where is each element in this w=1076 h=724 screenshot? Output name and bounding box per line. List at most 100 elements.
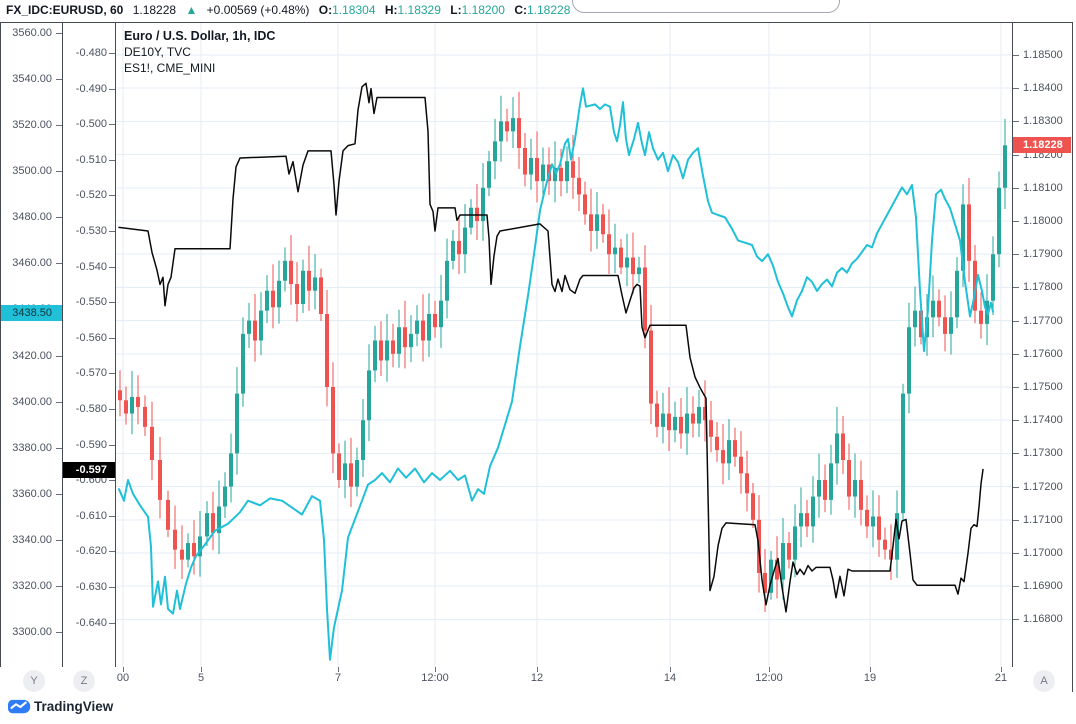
candle-body xyxy=(949,317,953,334)
tradingview-logo-icon[interactable] xyxy=(8,699,31,715)
candle-body xyxy=(745,473,749,494)
candle-body xyxy=(901,393,905,514)
candle-body xyxy=(601,214,605,235)
legend-es1[interactable]: ES1!, CME_MINI xyxy=(124,61,216,75)
last-price: 1.18228 xyxy=(132,3,177,17)
candle-body xyxy=(523,147,527,175)
candle-body xyxy=(463,227,467,255)
de10y-axis-label: -0.590 xyxy=(75,438,107,451)
candle-body xyxy=(421,320,425,341)
fx-axis-label: 1.17600 xyxy=(1023,347,1063,360)
candle-body xyxy=(198,536,202,557)
es-last-price-tag: 3438.50 xyxy=(1,305,62,321)
time-axis-tick xyxy=(870,667,871,672)
time-scale[interactable]: 00 5 7 12:00 12 14 12:00 19 21 xyxy=(0,667,1072,692)
axis-tick xyxy=(1013,121,1019,122)
candle-body xyxy=(829,463,833,500)
de10y-price-scale[interactable]: -0.480 -0.490 -0.500 -0.510 -0.520 -0.530 -0.5… xyxy=(63,0,115,692)
candle-body xyxy=(763,572,767,593)
candle-body xyxy=(955,270,959,318)
candle-body xyxy=(583,194,587,215)
axis-tick xyxy=(109,267,115,268)
legend-de10y[interactable]: DE10Y, TVC xyxy=(124,45,191,59)
axis-tick xyxy=(109,302,115,303)
de10y-axis-label: -0.560 xyxy=(75,331,107,344)
candle-body xyxy=(997,187,1001,255)
low-value: 1.18200 xyxy=(461,3,505,17)
time-axis-label: 12:00 xyxy=(421,672,449,684)
candle-body xyxy=(613,247,617,255)
axis-tick xyxy=(109,231,115,232)
fx-axis-label: 1.17000 xyxy=(1023,547,1063,559)
axis-tick xyxy=(109,623,115,624)
time-axis-label: 21 xyxy=(994,672,1008,684)
candle-body xyxy=(589,214,593,231)
candle-body xyxy=(673,416,677,431)
candle-body xyxy=(841,433,845,461)
candle-body xyxy=(715,436,719,451)
es-price-scale[interactable]: 3560.00 3540.00 3520.00 3500.00 3480.00 3460.… xyxy=(0,0,62,692)
axis-tick xyxy=(109,53,115,54)
time-axis-tick xyxy=(537,667,538,672)
symbol-info-bar: FX_IDC:EURUSD, 60 1.18228 ▲ +0.00569 (+0… xyxy=(0,0,1076,22)
axis-tick xyxy=(1013,453,1019,454)
eurusd-price-scale[interactable]: 1.18500 1.18400 1.18300 1.18200 1.18100 1.180… xyxy=(1013,0,1072,692)
es-axis-label: 3560.00 xyxy=(12,27,52,39)
fx-axis-label: 1.18100 xyxy=(1023,181,1063,194)
fx-axis-label: 1.17800 xyxy=(1023,281,1063,294)
axis-tick xyxy=(109,338,115,339)
candle-body xyxy=(619,247,623,268)
candle-body xyxy=(307,270,311,291)
axis-tick xyxy=(1013,586,1019,587)
candle-body xyxy=(727,440,731,464)
axis-tick xyxy=(1013,188,1019,189)
time-axis-label: 12:00 xyxy=(755,672,783,684)
candle-body xyxy=(271,290,275,308)
axis-tick xyxy=(1013,420,1019,421)
candle-body xyxy=(150,426,154,461)
axis-tick xyxy=(1013,221,1019,222)
search-input[interactable] xyxy=(572,0,840,13)
candle-body xyxy=(136,396,140,407)
candle-body xyxy=(192,543,196,557)
chart-top-border xyxy=(0,22,1072,23)
candle-body xyxy=(211,513,215,534)
candle-body xyxy=(130,396,134,414)
de-axis-border xyxy=(115,22,116,693)
axis-tick xyxy=(56,402,62,403)
candle-body xyxy=(481,187,485,221)
candle-body xyxy=(493,141,497,162)
de-scale-mode-button[interactable]: Z xyxy=(73,670,95,692)
candle-body xyxy=(409,333,413,348)
left-edge-border xyxy=(0,22,1,693)
candle-body xyxy=(973,260,977,311)
es-axis-label: 3400.00 xyxy=(12,395,52,408)
de10y-axis-label: -0.610 xyxy=(75,509,107,522)
time-axis-label: 12 xyxy=(530,672,544,684)
de10y-axis-label: -0.570 xyxy=(75,367,107,380)
tradingview-logo-text[interactable]: TradingView xyxy=(34,699,114,714)
candle-body xyxy=(289,260,293,285)
chart-plot-area[interactable] xyxy=(116,23,1012,667)
candle-body xyxy=(991,254,995,301)
axis-tick xyxy=(109,409,115,410)
fx-axis-label: 1.18500 xyxy=(1023,49,1063,61)
fx-scale-mode-button[interactable]: A xyxy=(1033,670,1055,692)
price-change: +0.00569 (+0.48%) xyxy=(206,3,310,17)
axis-tick xyxy=(109,445,115,446)
legend-eurusd[interactable]: Euro / U.S. Dollar, 1h, IDC xyxy=(124,29,276,43)
fx-axis-label: 1.16900 xyxy=(1023,580,1063,593)
candle-body xyxy=(667,413,671,431)
close-value: 1.18228 xyxy=(526,3,571,17)
open-value: 1.18304 xyxy=(332,3,376,17)
candle-body xyxy=(943,317,947,334)
de10y-axis-label: -0.490 xyxy=(75,82,107,95)
candle-body xyxy=(685,413,689,434)
candle-body xyxy=(793,526,797,560)
axis-tick xyxy=(56,448,62,449)
candle-body xyxy=(811,496,815,527)
time-axis-tick xyxy=(201,667,202,672)
candle-body xyxy=(649,330,653,404)
es-scale-mode-button[interactable]: Y xyxy=(23,670,45,692)
fx-axis-label: 1.18300 xyxy=(1023,115,1063,128)
